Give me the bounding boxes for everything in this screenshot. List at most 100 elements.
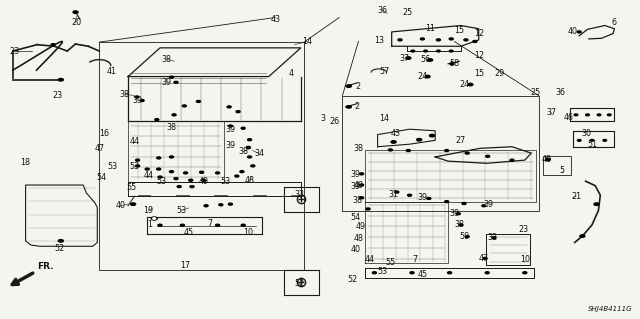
Text: 38: 38 [166,123,177,132]
Circle shape [450,63,454,65]
Text: 39: 39 [225,125,236,134]
Circle shape [58,78,63,81]
Circle shape [449,38,453,40]
Text: 39: 39 [484,200,494,209]
Circle shape [140,100,144,101]
Circle shape [485,272,489,274]
Text: 11: 11 [425,24,435,33]
Text: 32: 32 [488,233,498,242]
Circle shape [136,165,140,167]
Circle shape [465,152,469,154]
Text: 21: 21 [571,192,581,201]
Bar [342,96,539,211]
Text: 38: 38 [120,90,130,99]
Circle shape [577,31,581,33]
Circle shape [346,85,351,87]
Circle shape [248,139,252,141]
Circle shape [465,236,469,238]
Text: 54: 54 [351,213,361,222]
Text: 39: 39 [132,96,143,105]
Circle shape [184,172,188,174]
Circle shape [577,139,581,141]
Text: 45: 45 [184,228,194,237]
Circle shape [464,39,468,41]
Circle shape [398,39,402,41]
Circle shape [410,272,414,274]
Text: 27: 27 [456,136,466,145]
Circle shape [483,257,487,259]
Circle shape [462,203,466,204]
Text: FR.: FR. [37,262,54,271]
Circle shape [425,75,430,78]
Circle shape [510,159,514,161]
Text: 58: 58 [449,59,460,68]
Circle shape [228,125,232,127]
Circle shape [51,44,55,46]
Circle shape [482,205,486,207]
Circle shape [445,201,449,203]
Text: 56: 56 [420,55,431,63]
Text: 18: 18 [20,158,31,167]
Circle shape [391,141,396,143]
Circle shape [182,105,186,107]
Text: 51: 51 [588,140,598,149]
Text: 13: 13 [374,36,384,45]
Circle shape [131,203,136,205]
Text: 47: 47 [94,144,104,153]
Text: 54: 54 [96,173,106,182]
Text: 37: 37 [547,108,557,117]
Text: 40: 40 [351,245,361,254]
Text: 14: 14 [302,37,312,46]
Circle shape [473,41,477,42]
Circle shape [227,106,231,108]
Text: 43: 43 [270,15,280,24]
Circle shape [58,240,63,242]
Text: 38: 38 [161,55,172,63]
Text: 16: 16 [99,130,109,138]
Text: 39: 39 [225,141,236,150]
Circle shape [158,176,162,178]
Text: 5: 5 [559,166,564,175]
Text: 25: 25 [402,8,412,17]
Text: 1: 1 [147,220,152,229]
Circle shape [241,127,245,129]
Text: 38: 38 [352,197,362,205]
Circle shape [428,59,433,61]
Text: 31: 31 [388,190,398,199]
Circle shape [468,83,473,86]
Circle shape [136,159,140,161]
Text: 10: 10 [243,228,253,237]
Text: 7: 7 [412,256,417,264]
Text: 39: 39 [351,182,361,191]
Text: 23: 23 [9,47,19,56]
Text: 53: 53 [156,177,166,186]
Circle shape [236,111,240,113]
Text: 48: 48 [244,176,255,185]
Circle shape [248,156,252,158]
Circle shape [157,168,161,170]
Circle shape [196,100,200,102]
Text: 39: 39 [449,209,460,218]
Circle shape [427,197,431,199]
Text: 44: 44 [129,137,140,146]
Circle shape [429,134,435,137]
Circle shape [590,139,594,141]
Circle shape [174,81,178,83]
Circle shape [459,224,463,226]
Text: 26: 26 [329,117,339,126]
Bar [99,42,304,270]
Circle shape [486,155,490,157]
Circle shape [73,11,78,13]
Circle shape [151,217,157,220]
Circle shape [216,224,220,226]
Circle shape [174,178,178,180]
Text: 2: 2 [355,102,360,111]
Circle shape [360,184,364,186]
Circle shape [523,272,527,274]
Text: 48: 48 [353,234,364,243]
Text: 52: 52 [294,279,305,288]
Circle shape [360,173,364,175]
Circle shape [411,50,415,52]
Text: 57: 57 [379,67,389,76]
Text: 23: 23 [52,91,63,100]
